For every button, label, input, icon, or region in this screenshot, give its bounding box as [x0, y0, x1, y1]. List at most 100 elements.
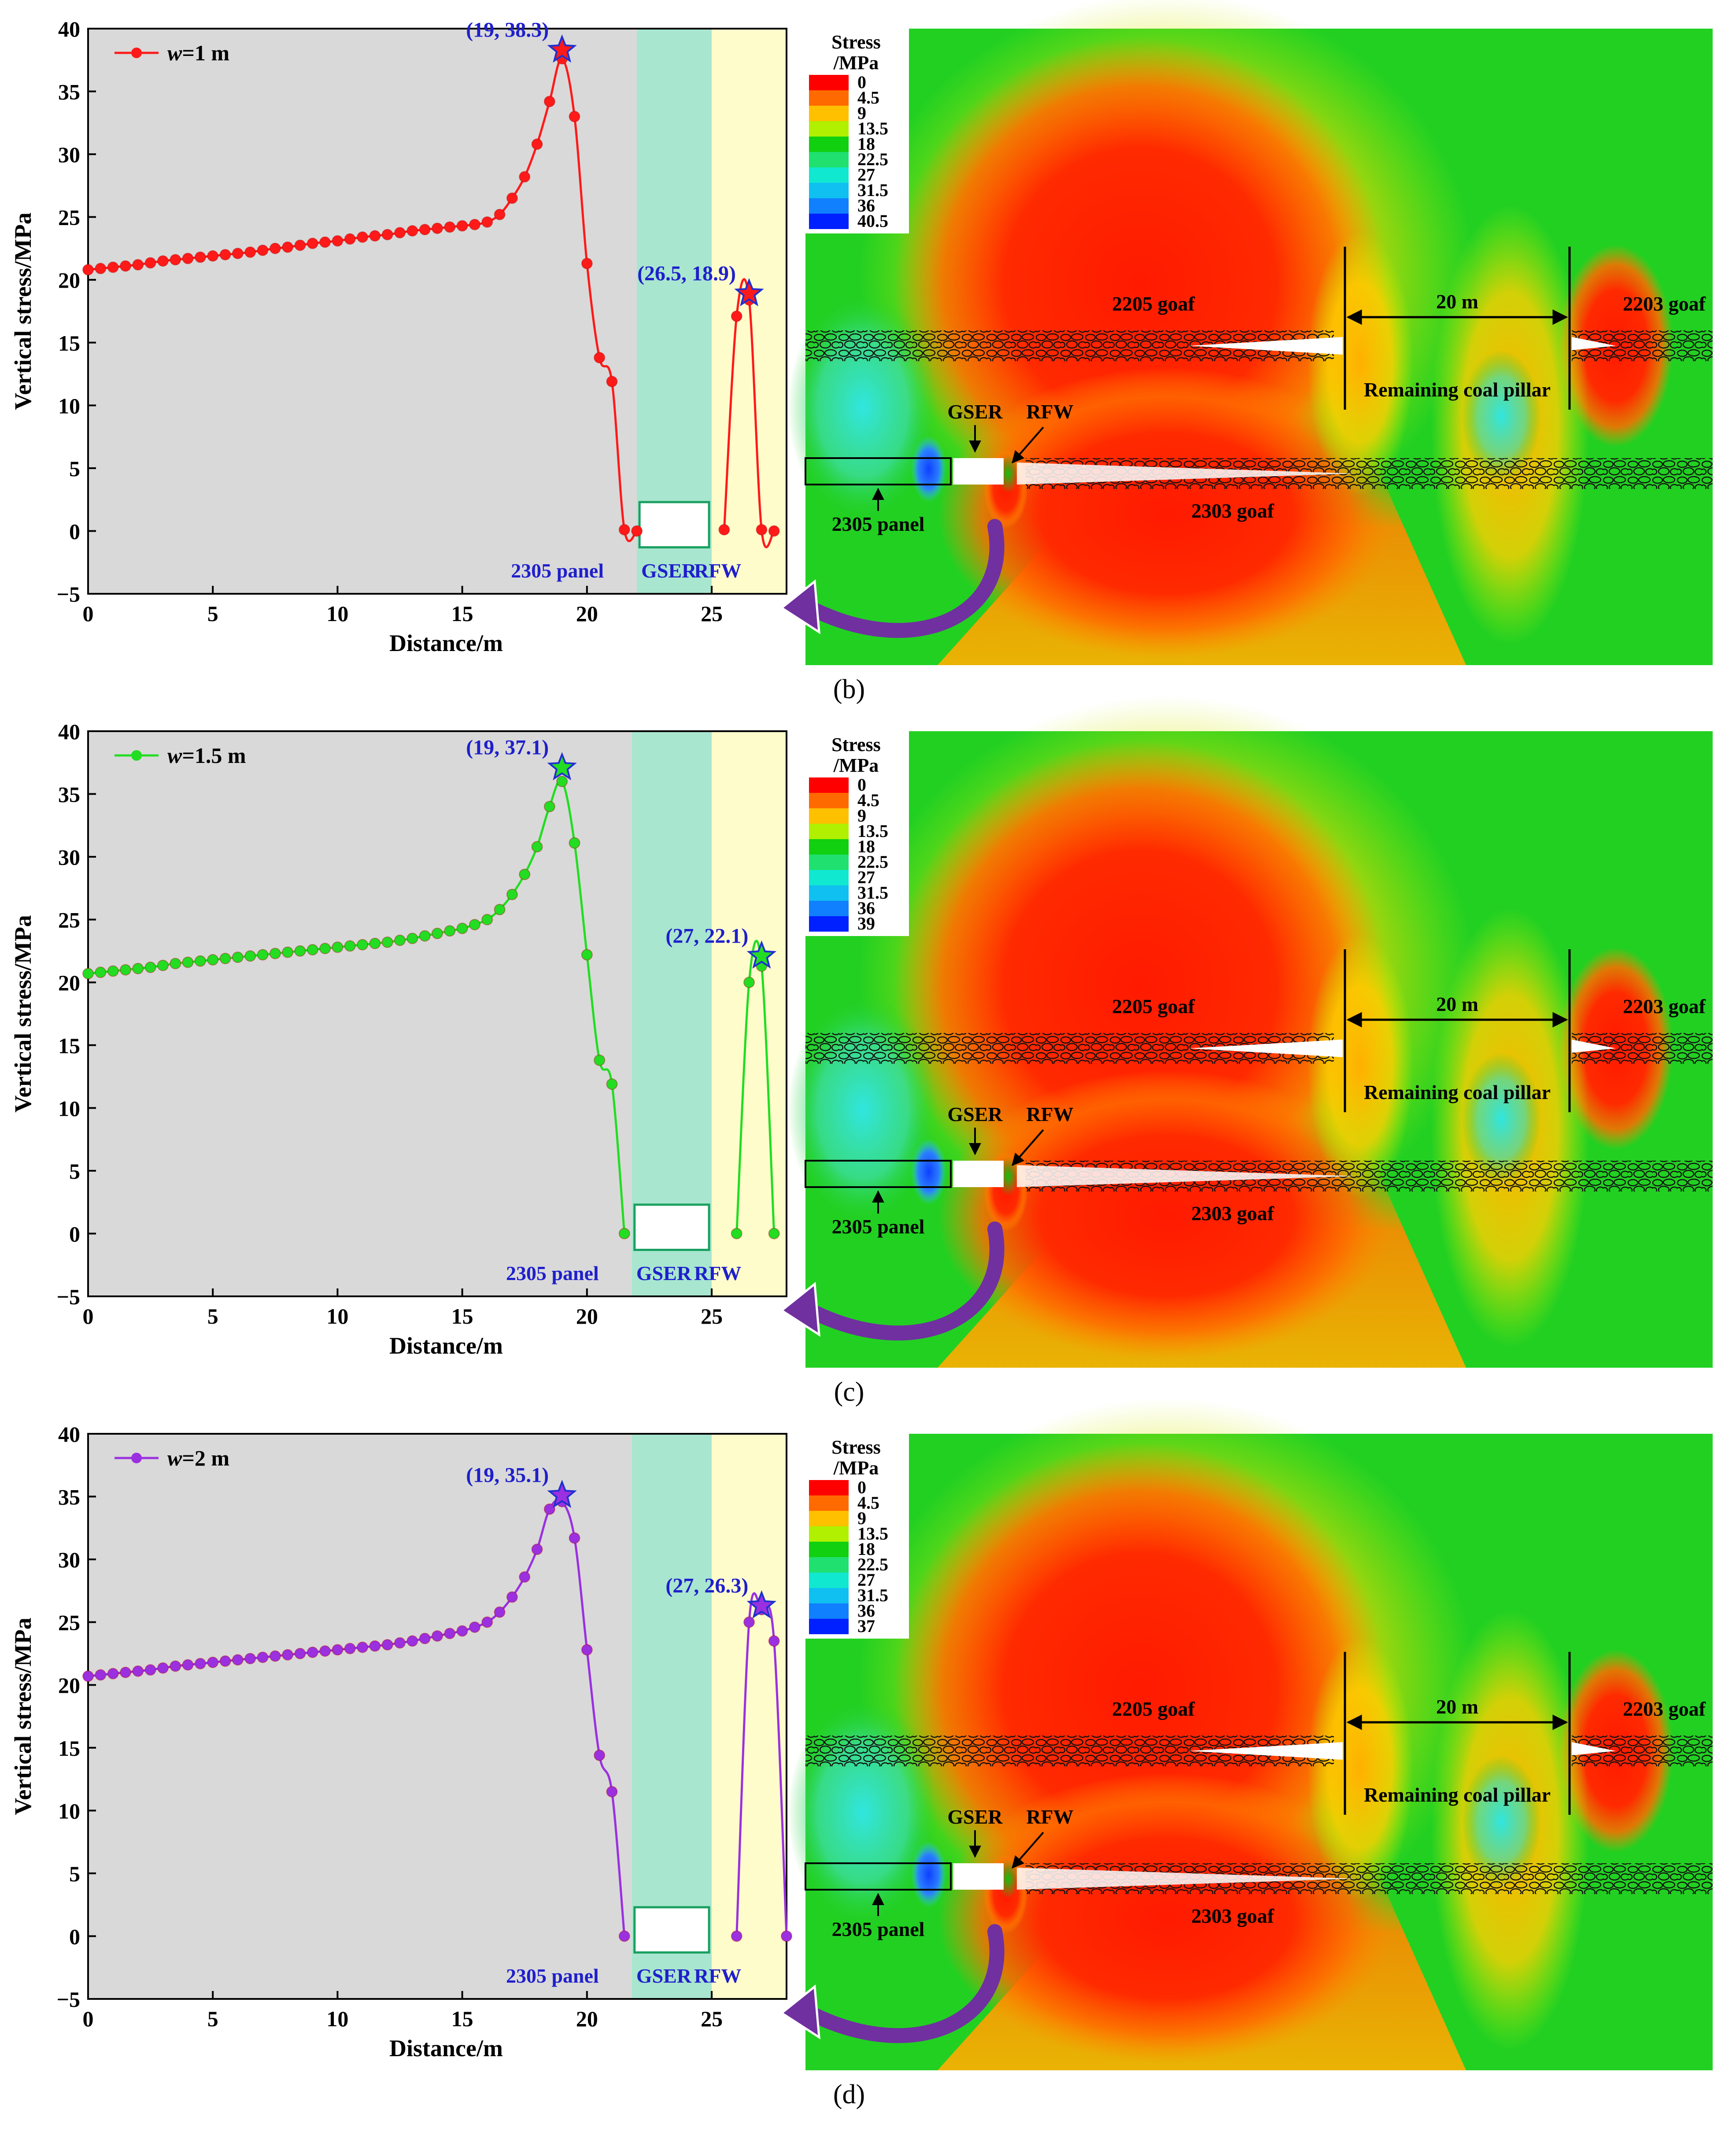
data-point [756, 524, 768, 536]
panel-label: (b) [833, 674, 865, 704]
colorbar-label: 0 [857, 72, 866, 92]
data-point [344, 1643, 356, 1654]
colorbar-label: 31.5 [857, 1585, 888, 1605]
data-point [182, 252, 194, 264]
colorbar-swatch [809, 183, 849, 198]
y-tick-label: 40 [58, 17, 80, 41]
data-point [381, 1639, 393, 1651]
data-point [257, 949, 269, 961]
x-axis-label: Distance/m [389, 2035, 503, 2061]
data-point [107, 261, 119, 273]
data-point [432, 222, 443, 234]
data-point [232, 951, 244, 963]
colorbar-label: 13.5 [857, 821, 888, 841]
data-point [494, 1606, 506, 1618]
colorbar-label: 13.5 [857, 1524, 888, 1543]
x-tick-label: 10 [326, 601, 348, 626]
colorbar-swatch [809, 1495, 849, 1511]
data-point [332, 1644, 344, 1656]
purple-arrowhead [779, 1984, 820, 2039]
y-tick-label: 35 [58, 782, 80, 807]
goaf-void-2203 [1572, 1040, 1616, 1053]
pillar-width-label: 20 m [1436, 993, 1478, 1015]
y-tick-label: 25 [58, 1610, 80, 1635]
goaf-void [1189, 1040, 1343, 1057]
data-point [768, 1635, 780, 1647]
data-point [357, 1641, 369, 1653]
panel-2305-box [805, 457, 952, 485]
series-line-rfw [735, 940, 776, 1234]
panel-2305-box [805, 1862, 952, 1891]
colorbar-label: 22.5 [857, 1554, 888, 1574]
gser-box [633, 1906, 710, 1954]
colorbar-unit: /MPa [833, 755, 879, 776]
plot-frame [87, 28, 787, 595]
pillar-width-label: 20 m [1436, 290, 1478, 313]
data-point [394, 227, 406, 239]
y-tick-label: 0 [69, 1221, 80, 1246]
colorbar-label: 39 [857, 914, 875, 933]
zone-2305-panel [88, 1434, 632, 1999]
goaf-void [1189, 1742, 1343, 1760]
data-point [157, 959, 169, 971]
data-point [170, 254, 181, 266]
peak-label: (27, 26.3) [665, 1574, 748, 1598]
data-point [481, 1616, 493, 1628]
data-point [282, 241, 294, 253]
colorbar-label: 9 [857, 103, 866, 123]
y-tick-label: 20 [58, 970, 80, 995]
data-point [157, 255, 169, 267]
data-point [456, 1625, 468, 1637]
data-point [219, 953, 231, 965]
data-point [444, 925, 456, 937]
data-point [469, 919, 480, 931]
colorbar-label: 9 [857, 1508, 866, 1528]
goaf-void-2203 [1572, 337, 1616, 350]
colorbar-swatch [809, 1573, 849, 1588]
data-point [257, 244, 269, 256]
colorbar-swatch [809, 90, 849, 106]
colorbar-swatch [809, 167, 849, 183]
data-point [207, 1656, 219, 1668]
data-point [294, 239, 306, 251]
data-point [207, 954, 219, 966]
goaf-2205-label: 2205 goaf [1112, 995, 1195, 1018]
data-point [519, 171, 531, 183]
data-point [581, 1644, 593, 1656]
x-tick-label: 0 [83, 1304, 94, 1329]
data-point [307, 944, 318, 956]
data-point [144, 257, 156, 269]
data-point [768, 1228, 780, 1240]
data-point [132, 259, 144, 271]
colorbar-title: Stress [831, 31, 881, 53]
data-point [319, 236, 331, 248]
zone-gser [632, 731, 712, 1296]
data-point [170, 1660, 181, 1672]
colorbar-label: 22.5 [857, 852, 888, 872]
x-tick-label: 5 [207, 601, 218, 626]
data-point [144, 962, 156, 973]
colorbar-label: 18 [857, 836, 875, 856]
map-rfw-label: RFW [1026, 400, 1073, 423]
data-point [182, 1659, 194, 1671]
data-point [244, 1653, 256, 1665]
panel-2305-box [805, 1160, 952, 1188]
data-point [369, 230, 381, 242]
colorbar-label: 31.5 [857, 180, 888, 200]
stress-map: 20 m Remaining coal pillar 2205 goaf 2203 g… [779, 0, 1713, 665]
legend-marker [131, 750, 142, 761]
rfw-pointer [1012, 1129, 1044, 1166]
data-point [194, 955, 206, 967]
zone-rfw [712, 731, 787, 1296]
data-point [244, 246, 256, 258]
purple-arrow [798, 1924, 1005, 2043]
data-point [569, 1532, 580, 1544]
panel-label: (c) [834, 1377, 864, 1407]
x-tick-label: 15 [451, 2006, 473, 2031]
colorbar-label: 27 [857, 867, 875, 887]
colorbar-label: 36 [857, 1601, 875, 1621]
data-point [381, 936, 393, 948]
colorbar-swatch [809, 214, 849, 229]
colorbar-label: 4.5 [857, 1493, 879, 1513]
